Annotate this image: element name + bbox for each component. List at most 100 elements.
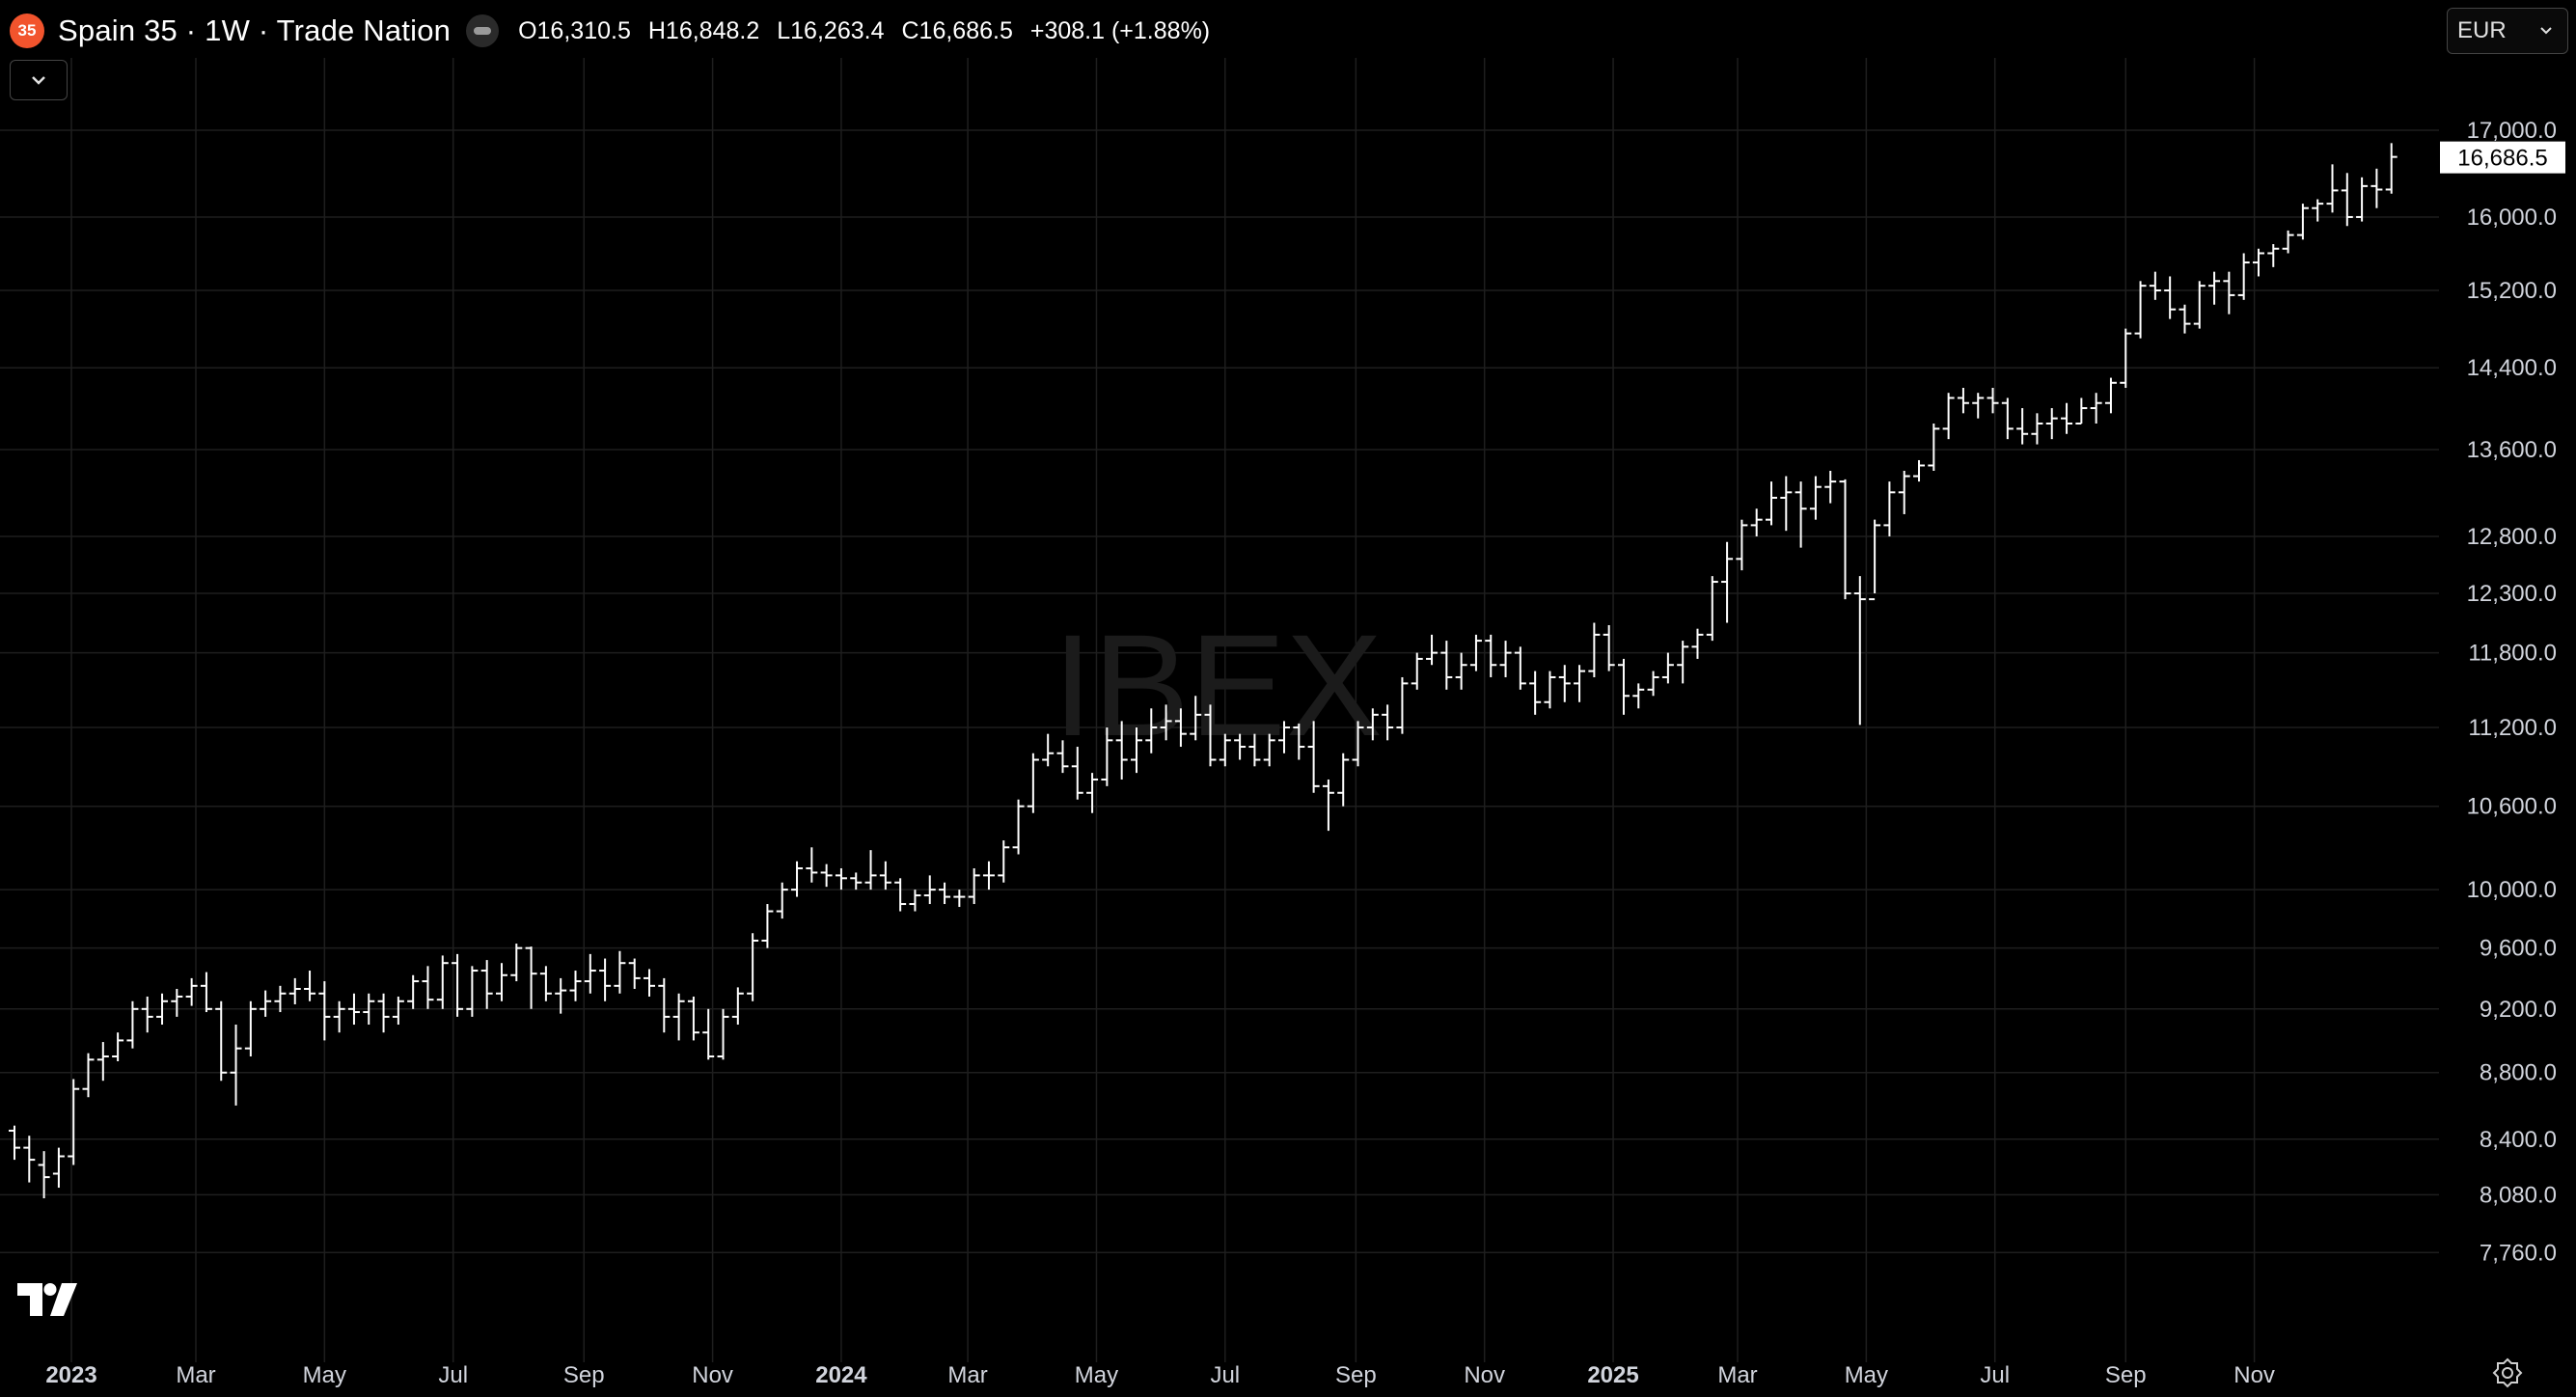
ohlc-bar bbox=[1426, 634, 1439, 666]
ohlc-bar bbox=[1661, 652, 1674, 684]
ohlc-bar bbox=[1469, 634, 1482, 671]
ohlc-bar bbox=[96, 1042, 109, 1082]
ohlc-bar bbox=[614, 950, 626, 994]
ohlc-bar bbox=[466, 966, 479, 1017]
ohlc-bar bbox=[2134, 281, 2147, 339]
y-tick-label: 15,200.0 bbox=[2467, 278, 2557, 304]
ohlc-bar bbox=[923, 875, 936, 905]
ohlc-bar bbox=[495, 963, 507, 1001]
ohlc-bar bbox=[2312, 199, 2324, 222]
ohlc-bar bbox=[52, 1147, 65, 1189]
ohlc-bar bbox=[9, 1125, 20, 1161]
y-tick-label: 11,200.0 bbox=[2468, 715, 2557, 741]
ohlc-bar bbox=[1086, 773, 1099, 813]
last-price-label: 16,686.5 bbox=[2457, 146, 2547, 172]
ohlc-bar bbox=[2001, 397, 2014, 440]
ohlc-bar bbox=[1322, 779, 1334, 832]
ohlc-bar bbox=[672, 993, 685, 1041]
currency-selector[interactable]: EUR bbox=[2447, 8, 2568, 54]
y-tick-label: 10,600.0 bbox=[2467, 794, 2557, 820]
ohlc-bar bbox=[1957, 387, 1969, 414]
ohlc-bar bbox=[1574, 665, 1586, 702]
ohlc-bar bbox=[2104, 377, 2117, 414]
ohlc-bar bbox=[1869, 519, 1881, 601]
ohlc-bar bbox=[539, 966, 552, 1001]
settings-gear-icon[interactable] bbox=[2491, 1356, 2524, 1394]
ohlc-bar bbox=[2149, 271, 2161, 300]
symbol-badge[interactable]: 35 bbox=[10, 14, 44, 48]
market-status-icon[interactable] bbox=[466, 14, 500, 47]
ohlc-bar bbox=[23, 1136, 36, 1183]
currency-label: EUR bbox=[2457, 17, 2507, 43]
y-tick-label: 8,080.0 bbox=[2480, 1182, 2557, 1208]
ohlc-bar bbox=[939, 882, 951, 905]
ohlc-high: H16,848.2 bbox=[647, 16, 760, 44]
x-tick-label: 2023 bbox=[45, 1362, 96, 1388]
y-tick-label: 16,000.0 bbox=[2467, 205, 2557, 231]
ohlc-bar bbox=[2326, 164, 2339, 213]
ohlc-bar bbox=[2090, 393, 2102, 425]
ohlc-bar bbox=[1056, 740, 1069, 774]
ohlc-bar bbox=[171, 988, 183, 1017]
ohlc-bar bbox=[2223, 271, 2235, 315]
ohlc-bar bbox=[982, 861, 995, 890]
x-tick-label: May bbox=[1075, 1362, 1118, 1388]
x-tick-label: Jul bbox=[438, 1362, 468, 1388]
ohlc-bar bbox=[731, 987, 744, 1026]
ohlc-bar bbox=[644, 969, 656, 997]
ohlc-bar bbox=[2031, 413, 2043, 445]
chevron-down-icon bbox=[32, 76, 45, 85]
ohlc-bar bbox=[1101, 727, 1113, 786]
ohlc-bar bbox=[1204, 704, 1217, 767]
ohlc-bar bbox=[1293, 724, 1305, 760]
ohlc-bar bbox=[1765, 481, 1777, 526]
ohlc-bar bbox=[1647, 671, 1659, 697]
ohlc-bar bbox=[1987, 387, 1999, 414]
ohlc-bar bbox=[2061, 402, 2073, 434]
tradingview-logo-icon[interactable] bbox=[17, 1283, 77, 1321]
ohlc-bar bbox=[2370, 168, 2383, 208]
ohlc-bar bbox=[1278, 721, 1291, 753]
ohlc-bar bbox=[200, 972, 212, 1013]
ohlc-bar bbox=[584, 953, 596, 994]
ohlc-bar bbox=[1928, 424, 1940, 472]
ohlc-bar bbox=[909, 890, 921, 912]
y-tick-label: 8,400.0 bbox=[2480, 1127, 2557, 1153]
ohlc-bar bbox=[1780, 476, 1793, 532]
ohlc-bar bbox=[1145, 708, 1158, 753]
ohlc-bar bbox=[2164, 276, 2177, 319]
ohlc-bar bbox=[363, 993, 375, 1026]
ohlc-bar bbox=[1721, 541, 1734, 623]
ohlc-bar bbox=[1263, 733, 1275, 767]
x-tick-label: Mar bbox=[176, 1362, 215, 1388]
ohlc-bar bbox=[1411, 652, 1423, 690]
y-tick-label: 17,000.0 bbox=[2467, 118, 2557, 144]
ohlc-bar bbox=[112, 1032, 124, 1061]
ohlc-bar bbox=[776, 882, 788, 919]
ohlc-bar bbox=[510, 944, 523, 982]
collapse-legend-button[interactable] bbox=[10, 60, 68, 100]
x-tick-label: 2025 bbox=[1587, 1362, 1638, 1388]
ohlc-bar bbox=[1174, 708, 1187, 748]
x-tick-label: May bbox=[1845, 1362, 1888, 1388]
ohlc-bar bbox=[2045, 408, 2058, 440]
ohlc-bar bbox=[1499, 641, 1512, 677]
ohlc-bar bbox=[1632, 683, 1645, 709]
ohlc-bar bbox=[1248, 733, 1261, 767]
ohlc-bar bbox=[38, 1151, 50, 1199]
ohlc-bar bbox=[2356, 177, 2369, 222]
ohlc-bar bbox=[126, 1000, 139, 1049]
x-tick-label: Nov bbox=[692, 1362, 733, 1388]
ohlc-bar bbox=[1883, 481, 1896, 536]
ohlc-bar bbox=[1942, 393, 1955, 440]
ohlc-bar bbox=[244, 1000, 257, 1056]
ohlc-bar bbox=[2193, 281, 2206, 329]
ohlc-bar bbox=[998, 840, 1010, 883]
ohlc-bar bbox=[1219, 733, 1231, 767]
ohlc-bar bbox=[2016, 408, 2029, 445]
symbol-title[interactable]: Spain 35 · 1W · Trade Nation bbox=[58, 14, 452, 47]
ohlc-bar bbox=[791, 861, 804, 897]
last-price-marker: 16,686.5 bbox=[2440, 141, 2565, 174]
ohlc-bar bbox=[141, 996, 153, 1033]
